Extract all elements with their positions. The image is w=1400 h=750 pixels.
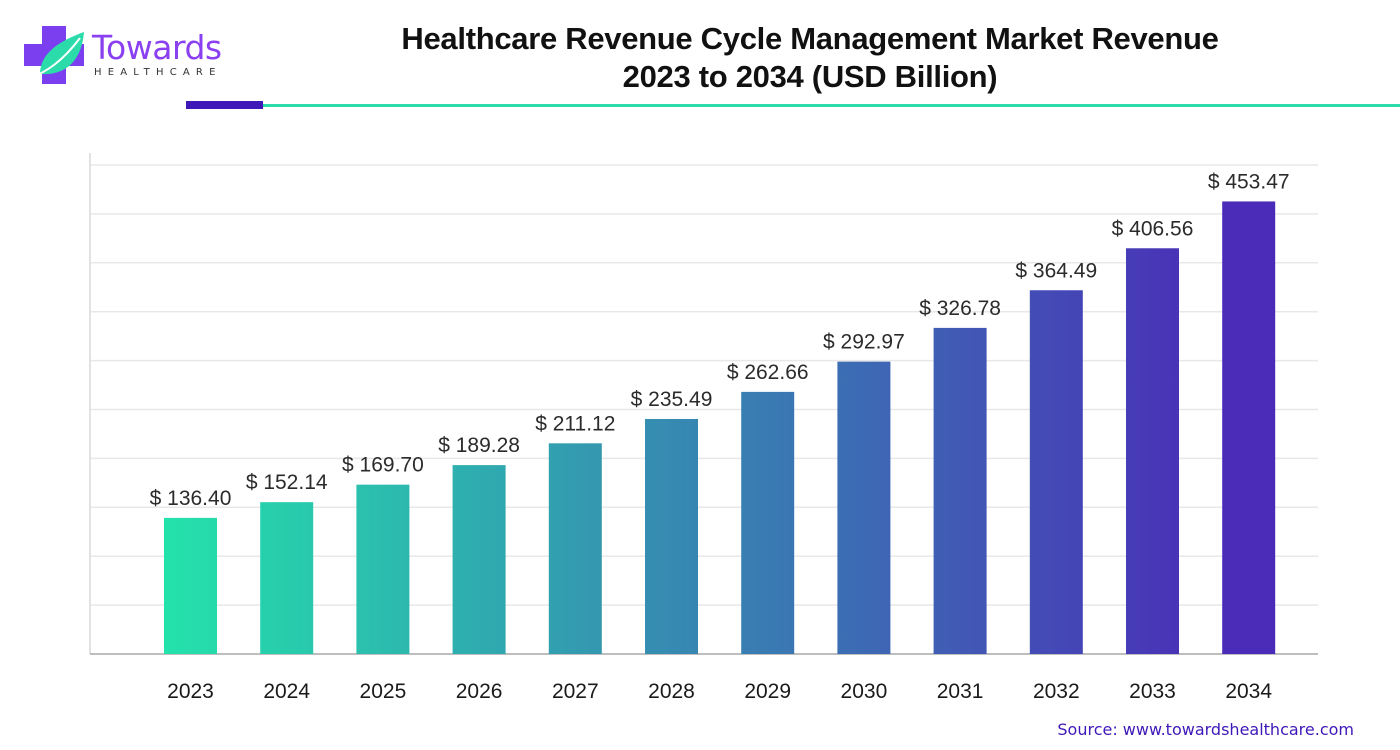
gridlines bbox=[90, 164, 1318, 606]
bar-2031 bbox=[933, 327, 987, 654]
x-tick-label-2029: 2029 bbox=[744, 680, 791, 703]
x-tick-label-2025: 2025 bbox=[360, 680, 407, 703]
value-label-2027: $ 211.12 bbox=[535, 412, 615, 435]
brand-logo: Towards HEALTHCARE bbox=[22, 22, 232, 86]
value-label-2032: $ 364.49 bbox=[1015, 259, 1097, 282]
bar-2027 bbox=[548, 443, 602, 654]
bar-2023 bbox=[164, 517, 217, 654]
bar-2033 bbox=[1126, 248, 1179, 654]
x-tick-label-2023: 2023 bbox=[167, 680, 214, 703]
chart-title-line2: 2023 to 2034 (USD Billion) bbox=[622, 59, 998, 94]
brand-name: Towards bbox=[92, 28, 222, 67]
brand-subtitle: HEALTHCARE bbox=[94, 67, 222, 78]
x-tick-label-2028: 2028 bbox=[648, 680, 695, 703]
medical-cross-leaf-icon bbox=[24, 26, 84, 84]
value-label-2028: $ 235.49 bbox=[631, 388, 713, 411]
value-label-2025: $ 169.70 bbox=[342, 454, 424, 477]
value-labels: $ 136.40 $ 152.14 $ 169.70 $ 189.28 $ 211.12… bbox=[150, 170, 1290, 509]
bar-2024 bbox=[260, 502, 314, 654]
x-tick-label-2026: 2026 bbox=[456, 680, 503, 703]
bar-2025 bbox=[356, 484, 410, 654]
bar-2029 bbox=[741, 391, 795, 654]
bar-2026 bbox=[452, 465, 506, 654]
value-label-2030: $ 292.97 bbox=[823, 331, 905, 354]
chart-title-line1: Healthcare Revenue Cycle Management Mark… bbox=[401, 21, 1219, 56]
value-label-2029: $ 262.66 bbox=[727, 361, 809, 384]
bars bbox=[164, 201, 1276, 654]
bar-2034 bbox=[1222, 201, 1276, 654]
x-tick-label-2027: 2027 bbox=[552, 680, 599, 703]
value-label-2026: $ 189.28 bbox=[438, 434, 520, 457]
value-label-2034: $ 453.47 bbox=[1208, 170, 1290, 193]
header-accent-bar bbox=[186, 101, 263, 109]
bar-2028 bbox=[645, 418, 698, 654]
value-label-2024: $ 152.14 bbox=[246, 471, 328, 494]
source-credit: Source: www.towardshealthcare.com bbox=[1057, 720, 1354, 739]
x-tick-label-2031: 2031 bbox=[937, 680, 984, 703]
x-tick-labels: 2023 2024 2025 2026 2027 2028 2029 2030 2031 2032… bbox=[167, 680, 1272, 703]
x-tick-label-2033: 2033 bbox=[1129, 680, 1176, 703]
x-tick-label-2030: 2030 bbox=[841, 680, 888, 703]
chart-title: Healthcare Revenue Cycle Management Mark… bbox=[300, 20, 1320, 96]
value-label-2031: $ 326.78 bbox=[919, 297, 1001, 320]
x-tick-label-2032: 2032 bbox=[1033, 680, 1080, 703]
value-label-2033: $ 406.56 bbox=[1112, 217, 1194, 240]
x-tick-label-2024: 2024 bbox=[263, 680, 310, 703]
x-tick-label-2034: 2034 bbox=[1225, 680, 1272, 703]
value-label-2023: $ 136.40 bbox=[150, 487, 232, 510]
bar-2032 bbox=[1029, 290, 1083, 654]
header-divider-line bbox=[263, 104, 1400, 107]
bar-2030 bbox=[837, 361, 891, 654]
